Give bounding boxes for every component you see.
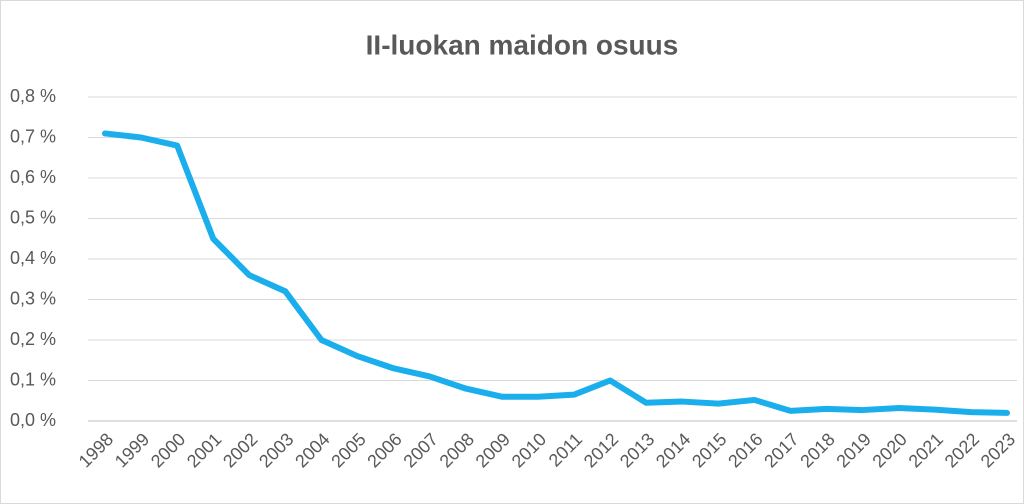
data-line — [102, 130, 1010, 416]
y-tick-label: 0,1 % — [10, 369, 56, 389]
y-tick-label: 0,4 % — [10, 248, 56, 268]
chart-title: II-luokan maidon osuus — [366, 29, 679, 60]
y-tick-label: 0,5 % — [10, 207, 56, 227]
y-tick-label: 0,6 % — [10, 167, 56, 187]
y-tick-label: 0,2 % — [10, 329, 56, 349]
y-tick-label: 0,3 % — [10, 288, 56, 308]
y-tick-label: 0,8 % — [10, 86, 56, 106]
y-tick-label: 0,7 % — [10, 126, 56, 146]
y-tick-label: 0,0 % — [10, 410, 56, 430]
